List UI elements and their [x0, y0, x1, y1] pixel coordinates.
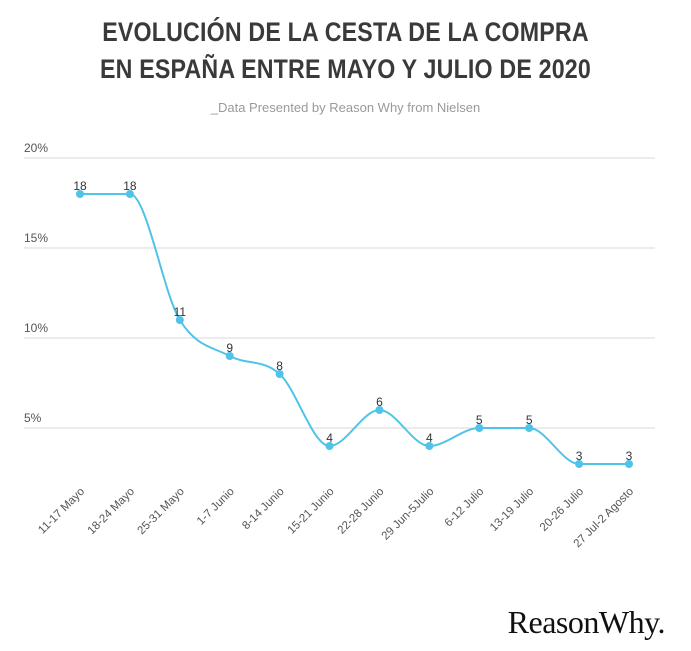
data-point — [225, 352, 234, 360]
y-tick-label: 5% — [24, 411, 42, 425]
y-tick-label: 20% — [24, 141, 48, 155]
data-label: 4 — [426, 431, 433, 445]
data-point — [125, 190, 134, 198]
x-tick-label: 20-26 Julio — [538, 486, 586, 534]
data-point — [625, 460, 633, 468]
data-label: 3 — [576, 449, 583, 463]
data-point — [175, 316, 184, 324]
data-label: 5 — [526, 413, 533, 427]
chart-title: EVOLUCIÓN DE LA CESTA DE LA COMPRA EN ES… — [48, 14, 642, 88]
y-tick-label: 10% — [24, 321, 48, 335]
data-label: 11 — [174, 305, 187, 319]
data-point — [525, 424, 534, 432]
gridlines: 5% 10% 15% 20% — [24, 141, 655, 429]
x-tick-label: 6-12 Julio — [443, 486, 487, 530]
data-label: 6 — [376, 395, 383, 409]
data-label: 18 — [73, 179, 87, 193]
x-tick-label: 8-14 Junio — [240, 486, 286, 532]
data-points — [76, 190, 633, 468]
chart-title-line-2: EN ESPAÑA ENTRE MAYO Y JULIO DE 2020 — [100, 54, 591, 84]
x-tick-label: 22-28 Junio — [336, 486, 387, 537]
chart-title-line-1: EVOLUCIÓN DE LA CESTA DE LA COMPRA — [102, 17, 589, 47]
data-point — [375, 406, 384, 414]
data-point — [575, 460, 584, 468]
x-tick-label: 25-31 Mayo — [136, 486, 187, 537]
x-tick-label: 18-24 Mayo — [86, 486, 137, 537]
data-point — [475, 424, 484, 432]
chart-subtitle: _Data Presented by Reason Why from Niels… — [210, 100, 481, 115]
data-label: 5 — [476, 413, 483, 427]
y-tick-label: 15% — [24, 231, 48, 245]
data-labels: 18 18 11 9 8 4 6 4 5 5 3 3 — [73, 179, 632, 463]
data-label: 4 — [326, 431, 333, 445]
series-line — [79, 192, 629, 465]
x-tick-label: 29 Jun-5Julio — [380, 486, 437, 543]
x-tick-label: 1-7 Junio — [195, 486, 237, 528]
x-tick-label: 11-17 Mayo — [36, 486, 87, 537]
reasonwhy-logo: ReasonWhy. — [507, 604, 666, 640]
data-point — [325, 442, 334, 450]
data-label: 8 — [276, 359, 283, 373]
data-point — [275, 370, 284, 378]
data-point — [76, 190, 84, 198]
x-tick-label: 15-21 Junio — [286, 486, 337, 537]
data-label: 18 — [123, 179, 137, 193]
data-label: 9 — [226, 341, 233, 355]
data-point — [425, 442, 434, 450]
x-tick-label: 13-19 Julio — [488, 486, 536, 534]
data-label: 3 — [626, 449, 633, 463]
